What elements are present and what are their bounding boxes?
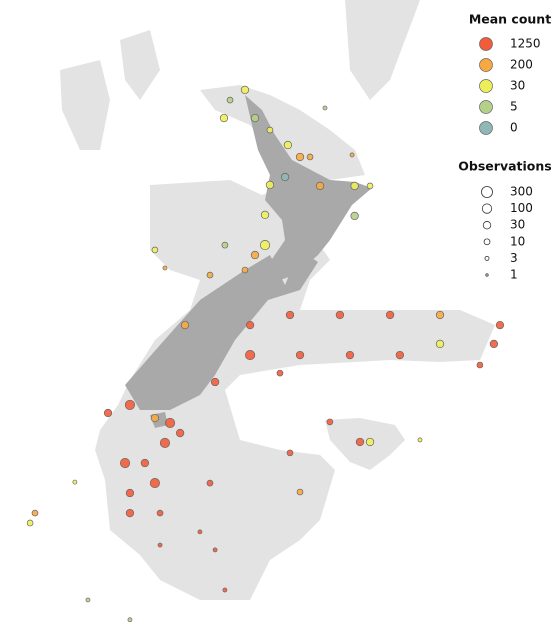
- point: [489, 339, 499, 349]
- legend-swatch: [479, 121, 493, 135]
- point: [326, 418, 334, 426]
- point: [165, 417, 176, 428]
- points: [26, 85, 505, 623]
- legend-label: 1250: [510, 37, 541, 51]
- point: [140, 458, 150, 468]
- legend-label: 5: [510, 100, 518, 114]
- point: [295, 350, 305, 360]
- point: [266, 126, 274, 134]
- point: [285, 310, 295, 320]
- point: [226, 96, 234, 104]
- legend-label: 30: [510, 218, 525, 232]
- point: [260, 210, 270, 220]
- legend-label: 200: [510, 58, 533, 72]
- legend-title: Observations: [458, 159, 551, 174]
- point: [222, 587, 228, 593]
- shelf: [60, 0, 495, 600]
- point: [159, 437, 170, 449]
- point: [221, 241, 229, 249]
- point: [103, 408, 113, 418]
- legend-size: [484, 255, 490, 261]
- point: [495, 320, 505, 330]
- point: [197, 529, 203, 535]
- legend-label: 0: [510, 121, 518, 135]
- point: [280, 172, 290, 182]
- point: [124, 399, 135, 410]
- point: [245, 320, 255, 330]
- point: [26, 519, 34, 527]
- point: [85, 597, 91, 603]
- point: [250, 113, 260, 123]
- point: [286, 449, 294, 457]
- legend-label: 10: [510, 234, 525, 248]
- point: [366, 182, 374, 190]
- point: [245, 350, 256, 361]
- point: [283, 140, 293, 150]
- point: [259, 240, 271, 251]
- point: [395, 350, 405, 360]
- point: [212, 547, 218, 553]
- point: [315, 181, 325, 191]
- point: [296, 488, 304, 496]
- legend-size: [482, 221, 492, 230]
- point: [175, 428, 185, 438]
- legend-size: [481, 203, 493, 214]
- point: [435, 310, 445, 320]
- point: [156, 509, 164, 517]
- point: [350, 181, 359, 191]
- legend-swatch: [479, 58, 493, 72]
- legend: Mean count Observations 1250 200 30 5 0 300 10…: [458, 12, 551, 282]
- point: [322, 105, 328, 111]
- point: [151, 246, 159, 254]
- point: [241, 266, 249, 274]
- legend-label: 300: [510, 185, 533, 199]
- point: [335, 310, 345, 320]
- legend-label: 1: [510, 268, 518, 282]
- point: [265, 180, 275, 190]
- point: [476, 361, 484, 369]
- legend-label: 100: [510, 201, 533, 215]
- point: [127, 617, 133, 623]
- legend-label: 3: [510, 251, 518, 265]
- legend-title: Mean count: [469, 12, 551, 27]
- legend-swatch: [479, 79, 493, 93]
- point: [240, 85, 250, 95]
- point: [349, 152, 355, 158]
- point: [180, 320, 190, 330]
- point: [276, 369, 284, 377]
- point: [162, 265, 168, 271]
- point: [306, 153, 314, 161]
- point: [150, 413, 160, 423]
- point: [295, 152, 305, 162]
- point: [350, 211, 359, 221]
- point: [125, 488, 135, 498]
- point: [125, 508, 135, 518]
- legend-size: [483, 238, 491, 246]
- point: [206, 479, 214, 487]
- point: [435, 339, 445, 349]
- legend-size: [485, 273, 489, 277]
- legend-size: [481, 186, 493, 198]
- point: [210, 377, 220, 387]
- point: [385, 310, 395, 320]
- point: [157, 542, 163, 548]
- point: [119, 457, 131, 469]
- legend-swatch: [479, 37, 493, 51]
- point: [149, 478, 160, 489]
- point: [417, 437, 423, 443]
- point: [206, 271, 214, 279]
- point: [31, 509, 39, 517]
- legend-label: 30: [510, 79, 525, 93]
- point: [365, 437, 375, 447]
- legend-swatch: [479, 100, 493, 114]
- point: [345, 350, 355, 360]
- point: [72, 479, 78, 485]
- point: [219, 113, 229, 123]
- point: [355, 437, 365, 447]
- point: [250, 250, 260, 260]
